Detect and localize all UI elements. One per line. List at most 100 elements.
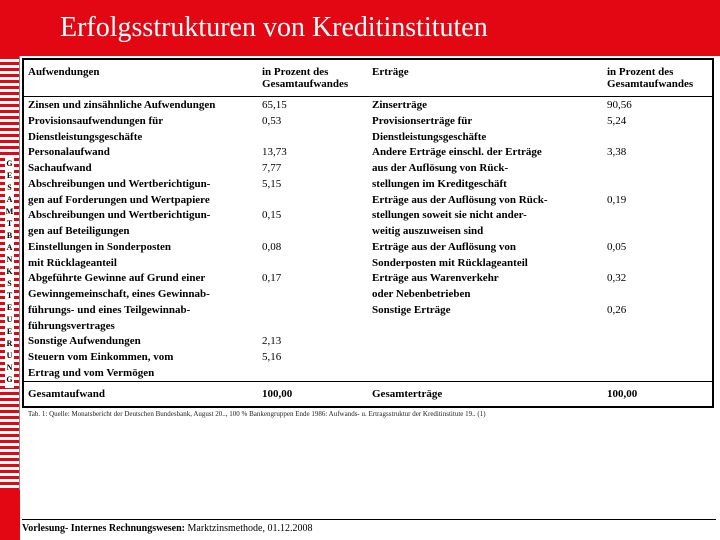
table-row: gen auf Forderungen und Wertpapiere Erträ… — [23, 192, 713, 208]
sidebar-label: GESAMTBANKSTEUERUNG — [5, 158, 14, 388]
table-row: Steuern vom Einkommen, vom5,16 — [23, 349, 713, 365]
table-row: Personalaufwand13,73Andere Erträge einsc… — [23, 144, 713, 160]
exp-cell: Sachaufwand — [23, 160, 258, 176]
exp-pct-cell — [258, 318, 368, 334]
footer-text: Vorlesung- Internes Rechnungswesen: Mark… — [22, 519, 716, 534]
exp-cell: gen auf Beteiligungen — [23, 223, 258, 239]
total-exp-label: Gesamtaufwand — [23, 381, 258, 407]
exp-pct-cell: 0,53 — [258, 113, 368, 129]
exp-cell: Sonstige Aufwendungen — [23, 333, 258, 349]
exp-pct-cell: 5,16 — [258, 349, 368, 365]
exp-cell: Abschreibungen und Wertberichtigun- — [23, 207, 258, 223]
inc-cell: Sonderposten mit Rücklageanteil — [368, 255, 603, 271]
inc-cell: stellungen im Kreditgeschäft — [368, 176, 603, 192]
exp-cell: Abschreibungen und Wertberichtigun- — [23, 176, 258, 192]
inc-pct-cell — [603, 255, 713, 271]
exp-cell: Dienstleistungsgeschäfte — [23, 129, 258, 145]
inc-pct-cell: 0,05 — [603, 239, 713, 255]
table-row: Dienstleistungsgeschäfte Dienstleistungs… — [23, 129, 713, 145]
inc-pct-cell: 5,24 — [603, 113, 713, 129]
inc-cell: weitig auszuweisen sind — [368, 223, 603, 239]
page-title: Erfolgsstrukturen von Kreditinstituten — [60, 12, 488, 44]
exp-pct-cell: 0,08 — [258, 239, 368, 255]
footer: Vorlesung- Internes Rechnungswesen: Mark… — [22, 519, 716, 534]
table-row: führungsvertrages — [23, 318, 713, 334]
exp-pct-cell: 0,17 — [258, 270, 368, 286]
exp-pct-cell — [258, 286, 368, 302]
table-row: Abschreibungen und Wertberichtigun-5,15 … — [23, 176, 713, 192]
col-expenses: Aufwendungen — [23, 59, 258, 97]
exp-cell: gen auf Forderungen und Wertpapiere — [23, 192, 258, 208]
table-header-row: Aufwendungen in Prozent des Gesamtaufwan… — [23, 59, 713, 97]
col-expenses-pct: in Prozent des Gesamtaufwandes — [258, 59, 368, 97]
col-income-pct: in Prozent des Gesamtaufwandes — [603, 59, 713, 97]
inc-cell: Erträge aus der Auflösung von Rück- — [368, 192, 603, 208]
total-exp-pct: 100,00 — [258, 381, 368, 407]
exp-pct-cell — [258, 192, 368, 208]
exp-pct-cell: 13,73 — [258, 144, 368, 160]
inc-pct-cell: 0,26 — [603, 302, 713, 318]
content-area: Aufwendungen in Prozent des Gesamtaufwan… — [22, 58, 716, 420]
table-row: Sonstige Aufwendungen2,13 — [23, 333, 713, 349]
inc-cell — [368, 349, 603, 365]
footer-topic: Marktzinsmethode, 01.12.2008 — [185, 523, 312, 534]
inc-pct-cell — [603, 286, 713, 302]
inc-cell: stellungen soweit sie nicht ander- — [368, 207, 603, 223]
table-row: Abschreibungen und Wertberichtigun-0,15 … — [23, 207, 713, 223]
exp-cell: Gewinngemeinschaft, eines Gewinnab- — [23, 286, 258, 302]
exp-cell: Zinsen und zinsähnliche Aufwendungen — [23, 97, 258, 113]
exp-cell: Abgeführte Gewinne auf Grund einer — [23, 270, 258, 286]
exp-cell: Ertrag und vom Vermögen — [23, 365, 258, 381]
exp-pct-cell: 2,13 — [258, 333, 368, 349]
inc-pct-cell: 3,38 — [603, 144, 713, 160]
exp-pct-cell — [258, 129, 368, 145]
table-body: Zinsen und zinsähnliche Aufwendungen65,1… — [23, 97, 713, 382]
exp-pct-cell — [258, 365, 368, 381]
sidebar: GESAMTBANKSTEUERUNG — [0, 56, 20, 490]
inc-cell: Erträge aus Warenverkehr — [368, 270, 603, 286]
table-row: Sachaufwand7,77 aus der Auflösung von Rü… — [23, 160, 713, 176]
exp-cell: Steuern vom Einkommen, vom — [23, 349, 258, 365]
table-total-row: Gesamtaufwand 100,00 Gesamterträge 100,0… — [23, 381, 713, 407]
sidebar-footer-block — [0, 490, 20, 540]
inc-pct-cell — [603, 223, 713, 239]
table-row: Ertrag und vom Vermögen — [23, 365, 713, 381]
exp-cell: führungs- und eines Teilgewinnab- — [23, 302, 258, 318]
exp-cell: Einstellungen in Sonderposten — [23, 239, 258, 255]
total-inc-label: Gesamterträge — [368, 381, 603, 407]
inc-cell: Dienstleistungsgeschäfte — [368, 129, 603, 145]
erfolgsstruktur-table: Aufwendungen in Prozent des Gesamtaufwan… — [22, 58, 714, 408]
inc-pct-cell: 0,19 — [603, 192, 713, 208]
inc-pct-cell — [603, 349, 713, 365]
table-row: Abgeführte Gewinne auf Grund einer0,17Er… — [23, 270, 713, 286]
exp-cell: Provisionsaufwendungen für — [23, 113, 258, 129]
inc-cell: Provisionserträge für — [368, 113, 603, 129]
exp-pct-cell: 5,15 — [258, 176, 368, 192]
exp-cell: mit Rücklageanteil — [23, 255, 258, 271]
table-row: führungs- und eines Teilgewinnab- Sonstig… — [23, 302, 713, 318]
inc-pct-cell: 0,32 — [603, 270, 713, 286]
table-row: Zinsen und zinsähnliche Aufwendungen65,1… — [23, 97, 713, 113]
inc-pct-cell — [603, 160, 713, 176]
inc-cell: oder Nebenbetrieben — [368, 286, 603, 302]
exp-pct-cell: 7,77 — [258, 160, 368, 176]
inc-pct-cell — [603, 129, 713, 145]
exp-pct-cell — [258, 255, 368, 271]
inc-cell: Erträge aus der Auflösung von — [368, 239, 603, 255]
table-row: Einstellungen in Sonderposten0,08Erträge… — [23, 239, 713, 255]
inc-cell — [368, 333, 603, 349]
header: Erfolgsstrukturen von Kreditinstituten — [0, 0, 720, 56]
inc-pct-cell — [603, 333, 713, 349]
inc-pct-cell — [603, 318, 713, 334]
inc-pct-cell: 90,56 — [603, 97, 713, 113]
table-row: mit Rücklageanteil Sonderposten mit Rück… — [23, 255, 713, 271]
col-income: Erträge — [368, 59, 603, 97]
footer-lecture: Vorlesung- Internes Rechnungswesen: — [22, 523, 185, 534]
inc-pct-cell — [603, 176, 713, 192]
inc-pct-cell — [603, 365, 713, 381]
total-inc-pct: 100,00 — [603, 381, 713, 407]
exp-pct-cell — [258, 302, 368, 318]
inc-cell: Sonstige Erträge — [368, 302, 603, 318]
inc-cell — [368, 365, 603, 381]
inc-cell: Andere Erträge einschl. der Erträge — [368, 144, 603, 160]
